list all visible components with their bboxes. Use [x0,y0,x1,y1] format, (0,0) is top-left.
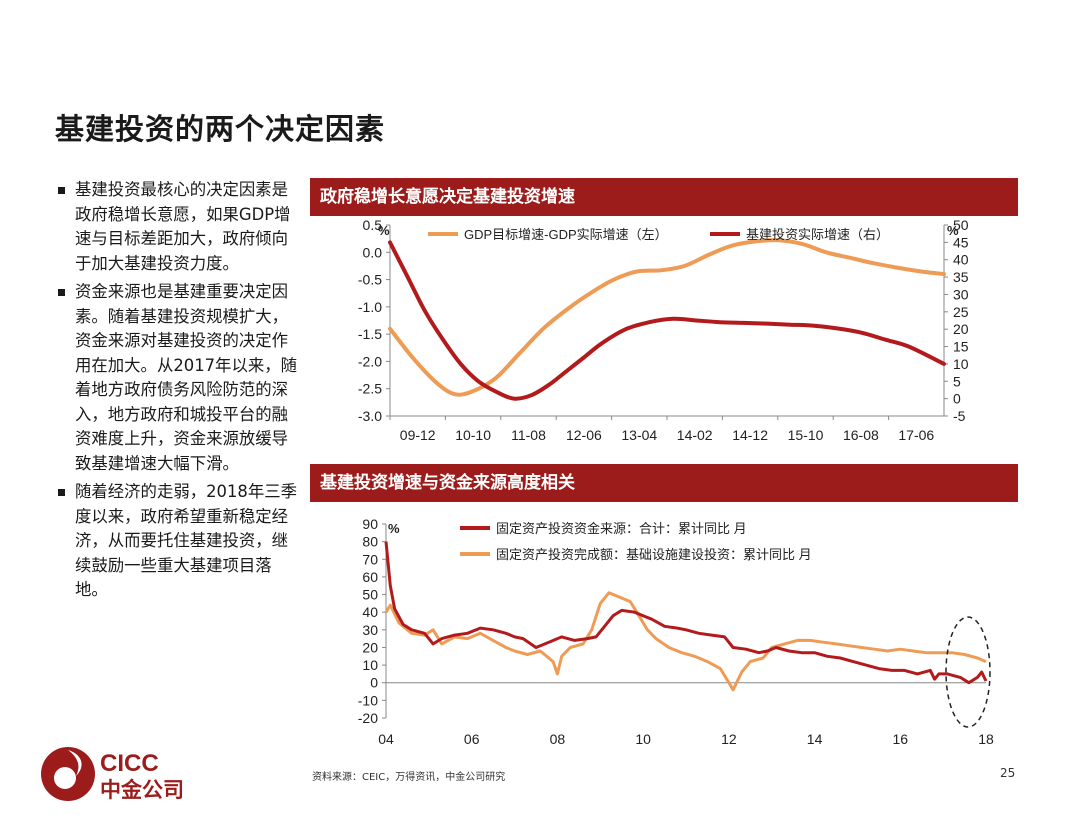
page-number: 25 [1000,766,1016,780]
y-right-tick-label: -5 [953,408,966,424]
bullet-item: 资金来源也是基建重要决定因素。随着基建投资规模扩大，资金来源对基建投资的决定作用… [58,280,298,476]
bullet-text: 随着经济的走弱，2018年三季度以来，政府希望重新稳定经济，从而要托住基建投资，… [75,482,298,599]
y-tick-label: 80 [362,534,378,550]
bullet-square-icon [58,289,65,296]
x-tick-label: 06 [464,731,480,747]
y-right-tick-label: 35 [953,269,969,285]
y-right-tick-label: 15 [953,339,969,355]
x-tick-label: 11-08 [511,427,546,443]
chart1-plot: 0.50.0-0.5-1.0-1.5-2.0-2.5-3.05045403530… [358,217,969,443]
y-right-tick-label: 25 [953,304,969,320]
bullet-item: 随着经济的走弱，2018年三季度以来，政府希望重新稳定经济，从而要托住基建投资，… [58,480,298,603]
page-title: 基建投资的两个决定因素 [55,112,386,146]
y-left-tick-label: -1.5 [358,326,382,342]
x-tick-label: 15-10 [788,427,824,443]
y-left-tick-label: -3.0 [358,408,382,424]
x-tick-label: 18 [978,731,994,747]
x-tick-label: 14-12 [732,427,768,443]
x-tick-label: 10-10 [455,427,491,443]
legend-label-2: 基建投资实际增速（右） [746,227,889,242]
bullet-square-icon [58,489,65,496]
y-right-tick-label: 30 [953,286,969,302]
legend-label-2: 固定资产投资完成额：基础设施建设投资：累计同比 月 [496,547,812,562]
logo-text-cn: 中金公司 [100,778,184,802]
y-right-tick-label: 40 [953,252,969,268]
y-tick-label: 60 [362,569,378,585]
chart2-title: 基建投资增速与资金来源高度相关 [310,464,1018,502]
x-tick-label: 04 [378,731,394,747]
y-left-tick-label: 0.0 [363,244,383,260]
bullet-text: 资金来源也是基建重要决定因素。随着基建投资规模扩大，资金来源对基建投资的决定作用… [75,282,298,473]
legend-label-1: GDP目标增速-GDP实际增速（左） [464,227,668,242]
y-left-tick-label: -2.0 [358,353,382,369]
x-tick-label: 16 [892,731,908,747]
y-left-unit: % [378,223,390,238]
y-right-tick-label: 45 [953,234,969,250]
series-line-1 [388,238,946,397]
bullet-text: 基建投资最核心的决定因素是政府稳增长意愿，如果GDP增速与目标差距加大，政府倾向… [75,180,291,273]
x-tick-label: 08 [550,731,566,747]
y-tick-label: 90 [362,516,378,532]
y-right-tick-label: 5 [953,373,961,389]
x-tick-label: 17-06 [898,427,934,443]
legend-label-1: 固定资产投资资金来源：合计：累计同比 月 [496,521,747,536]
y-left-tick-label: -2.5 [358,381,382,397]
y-tick-label: -10 [358,692,378,708]
y-right-tick-label: 50 [953,217,969,233]
y-tick-label: 40 [362,604,378,620]
y-right-tick-label: 20 [953,321,969,337]
y-tick-label: 50 [362,587,378,603]
x-tick-label: 12 [721,731,737,747]
y-right-unit: % [947,223,959,238]
y-tick-label: 10 [362,657,378,673]
x-tick-label: 14 [807,731,823,747]
x-tick-label: 14-02 [677,427,713,443]
x-tick-label: 16-08 [843,427,879,443]
y-tick-label: 0 [370,675,378,691]
source-note: 资料来源：CEIC，万得资讯，中金公司研究 [312,772,506,783]
x-tick-label: 09-12 [400,427,436,443]
logo-text-en: CICC [100,750,159,777]
bullet-item: 基建投资最核心的决定因素是政府稳增长意愿，如果GDP增速与目标差距加大，政府倾向… [58,178,298,276]
y-left-tick-label: 0.5 [363,217,383,233]
series-line-2 [384,591,987,692]
chart1-title: 政府稳增长意愿决定基建投资增速 [310,178,1018,216]
series-line-2 [388,240,946,401]
y-left-tick-label: -0.5 [358,272,382,288]
bullet-square-icon [58,187,65,194]
y-left-tick-label: -1.0 [358,299,382,315]
y-unit: % [388,521,400,536]
x-tick-label: 13-04 [621,427,657,443]
bullet-list: 基建投资最核心的决定因素是政府稳增长意愿，如果GDP增速与目标差距加大，政府倾向… [58,178,298,607]
y-tick-label: 70 [362,551,378,567]
y-tick-label: -20 [358,710,378,726]
x-tick-label: 10 [635,731,651,747]
highlight-ellipse [945,616,991,728]
cicc-logo: CICC 中金公司 [41,747,184,802]
y-right-tick-label: 0 [953,391,961,407]
y-tick-label: 20 [362,639,378,655]
series-line-1 [384,541,988,685]
y-right-tick-label: 10 [953,356,969,372]
x-tick-label: 12-06 [566,427,602,443]
y-tick-label: 30 [362,622,378,638]
